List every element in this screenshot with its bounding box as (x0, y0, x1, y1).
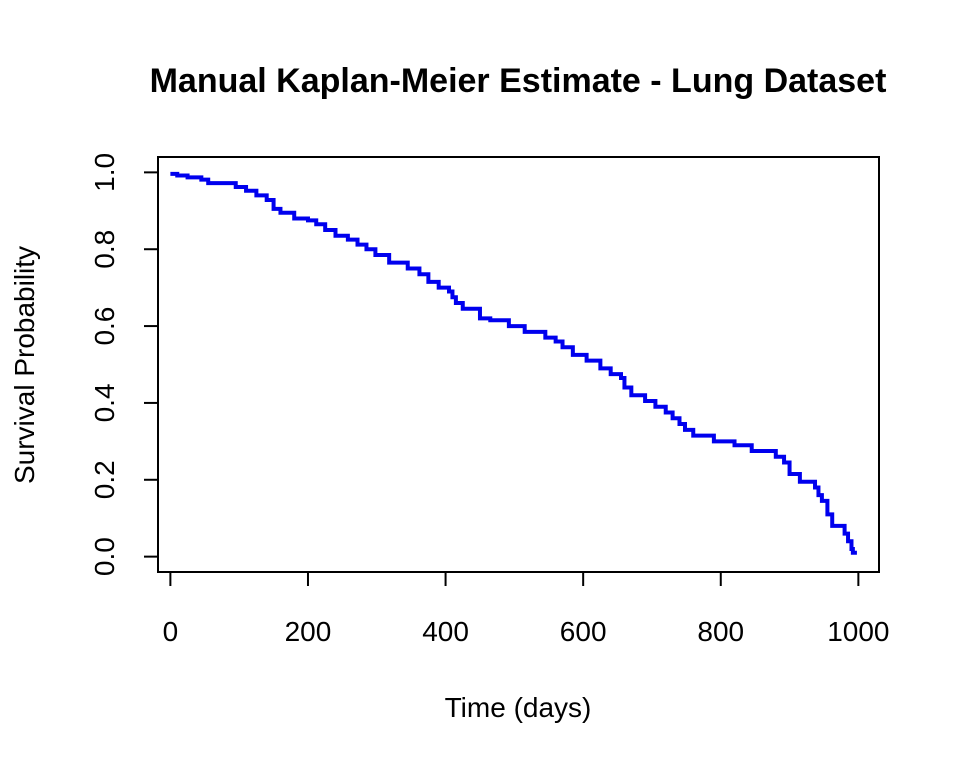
y-tick-label: 0.8 (89, 230, 120, 269)
x-tick-label: 1000 (827, 616, 889, 647)
y-axis: 0.0 0.2 0.4 0.6 0.8 1.0 (89, 153, 159, 576)
x-tick-label: 600 (560, 616, 607, 647)
y-tick-label: 1.0 (89, 153, 120, 192)
x-tick-label: 800 (697, 616, 744, 647)
plot-frame (157, 156, 880, 573)
x-tick-label: 0 (163, 616, 179, 647)
x-axis-label: Time (days) (445, 692, 592, 723)
km-survival-curve (170, 171, 857, 555)
y-tick-label: 0.2 (89, 460, 120, 499)
series-layer (170, 171, 857, 555)
y-tick-label: 0.4 (89, 383, 120, 422)
y-axis-label: Survival Probability (9, 246, 40, 484)
y-tick-label: 0.6 (89, 307, 120, 346)
x-axis: 0 200 400 600 800 1000 (163, 571, 890, 647)
chart-title: Manual Kaplan-Meier Estimate - Lung Data… (150, 62, 887, 100)
y-tick-label: 0.0 (89, 537, 120, 576)
x-tick-label: 200 (285, 616, 332, 647)
x-tick-label: 400 (422, 616, 469, 647)
